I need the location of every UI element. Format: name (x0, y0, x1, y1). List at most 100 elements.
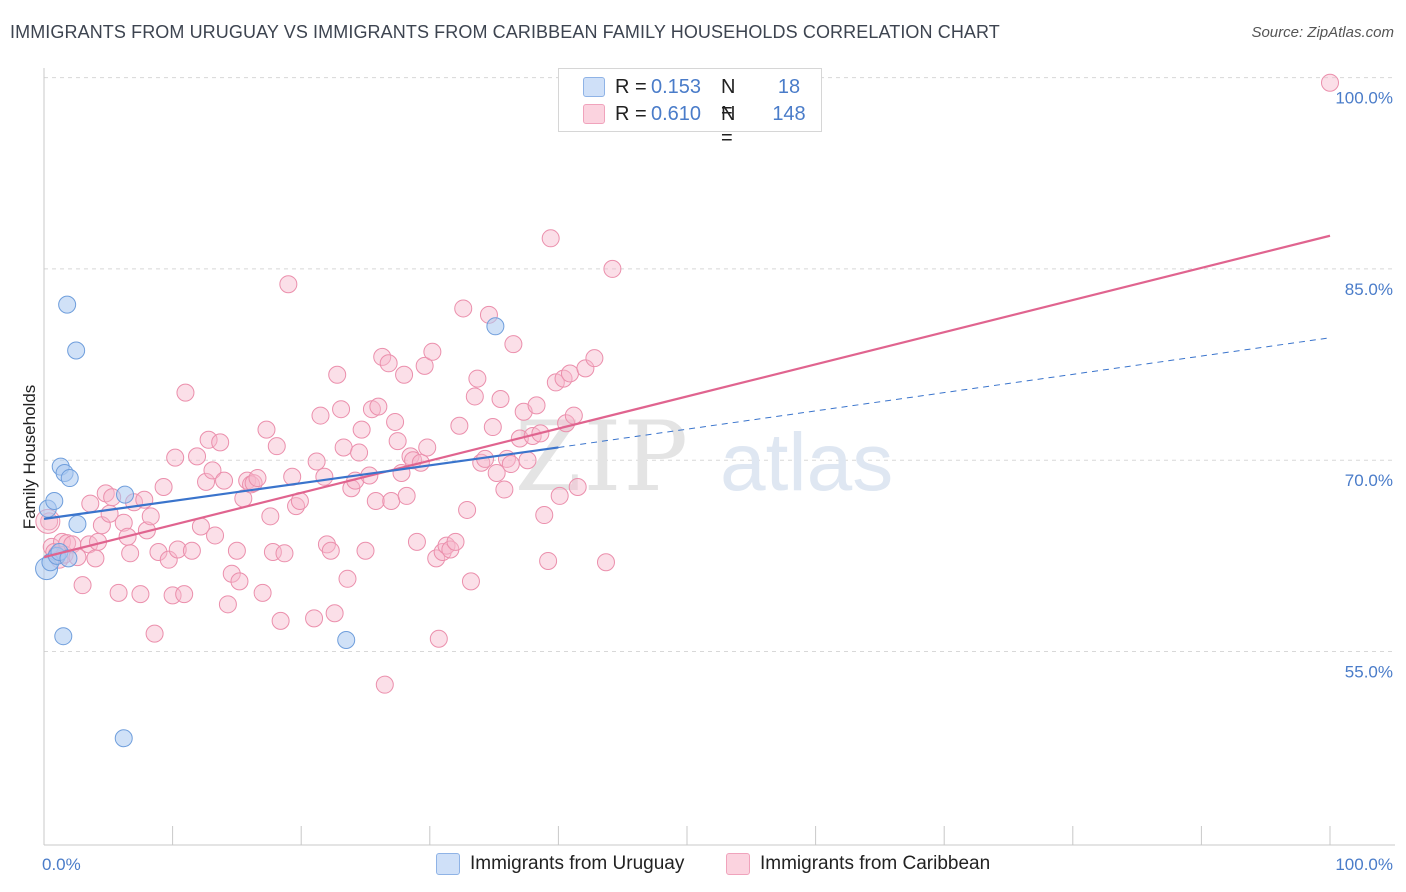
correlation-legend: R = 0.153 N = 18 R = 0.610 N = 148 (558, 68, 822, 149)
caribbean-point-24 (131, 585, 150, 604)
caribbean-point-128 (527, 396, 546, 415)
caribbean-point-41 (199, 430, 218, 449)
trend-lines (43, 234, 1331, 559)
caribbean-point-102 (427, 549, 446, 568)
caribbean-point-45 (215, 471, 234, 490)
caribbean-point-55 (253, 583, 272, 602)
caribbean-point-123 (504, 335, 523, 354)
uruguay-point-3 (45, 492, 64, 511)
caribbean-point-34 (168, 540, 187, 559)
legend-swatch-caribbean (583, 104, 605, 124)
caribbean-point-22 (121, 544, 140, 563)
y-tick-label-2: 85.0% (1345, 280, 1393, 299)
caribbean-point-91 (388, 432, 407, 451)
caribbean-point-10 (73, 576, 92, 595)
caribbean-point-72 (325, 604, 344, 623)
caribbean-point-58 (263, 543, 282, 562)
caribbean-point-109 (454, 299, 473, 318)
uruguay-trend-extension (558, 337, 1331, 448)
caribbean-point-56 (257, 420, 276, 439)
caribbean-point-60 (271, 611, 290, 630)
caribbean-points (35, 73, 1339, 694)
caribbean-point-37 (182, 541, 201, 560)
tick-labels: 55.0% 70.0% 85.0% 100.0% 0.0% 100.0% (42, 89, 1393, 874)
caribbean-point-108 (450, 416, 469, 435)
uruguay-point-13 (68, 514, 87, 533)
caribbean-point-139 (568, 477, 587, 496)
caribbean-point-138 (564, 406, 583, 425)
caribbean-point-67 (307, 452, 326, 471)
caribbean-point-131 (539, 551, 558, 570)
legend-swatch-uruguay (583, 77, 605, 97)
caribbean-point-111 (461, 572, 480, 591)
caribbean-point-142 (596, 553, 615, 572)
uruguay-point-9 (58, 295, 77, 314)
caribbean-point-113 (468, 369, 487, 388)
caribbean-point-118 (487, 463, 506, 482)
caribbean-point-49 (230, 572, 249, 591)
caribbean-point-68 (311, 406, 330, 425)
caribbean-point-36 (176, 383, 195, 402)
caribbean-point-59 (267, 437, 286, 456)
caribbean-point-99 (415, 356, 434, 375)
caribbean-point-62 (279, 275, 298, 294)
caribbean-point-71 (321, 541, 340, 560)
uruguay-point-7 (54, 627, 73, 646)
caribbean-point-38 (188, 447, 207, 466)
caribbean-point-90 (386, 412, 405, 431)
caribbean-point-12 (81, 494, 100, 513)
caribbean-point-30 (154, 477, 173, 496)
y-tick-label-1: 70.0% (1345, 471, 1393, 490)
uruguay-point-16 (337, 631, 356, 650)
caribbean-point-74 (332, 400, 351, 419)
caribbean-point-130 (535, 506, 554, 525)
legend-n-label: N = (721, 103, 736, 149)
caribbean-point-69 (315, 467, 334, 486)
legend-r-value: 0.153 (651, 76, 702, 98)
caribbean-point-edge (1321, 73, 1339, 92)
legend-n-value: 148 (772, 103, 806, 125)
legend-n-label: N = (721, 76, 736, 122)
caribbean-point-54 (248, 469, 267, 488)
caribbean-point-42 (203, 461, 222, 480)
caribbean-point-33 (166, 448, 185, 467)
caribbean-point-46 (218, 595, 237, 614)
caribbean-point-19 (109, 583, 128, 602)
caribbean-point-143 (603, 259, 622, 278)
legend-r-value: 0.610 (651, 103, 702, 125)
source-credit: Source: ZipAtlas.com (1251, 24, 1394, 41)
axes (43, 68, 1395, 846)
x-tick-label-1: 100.0% (1335, 855, 1393, 874)
grid-lines (44, 77, 1395, 652)
legend-n-value: 18 (777, 76, 801, 98)
uruguay-point-17 (486, 317, 505, 336)
uruguay-point-15 (116, 485, 135, 504)
caribbean-point-84 (366, 492, 385, 511)
caribbean-point-81 (356, 541, 375, 560)
series-label-caribbean: Immigrants from Caribbean (760, 853, 991, 874)
uruguay-point-14 (114, 729, 133, 748)
caribbean-point-80 (352, 420, 371, 439)
caribbean-point-29 (149, 543, 168, 562)
legend-r-label: R = (615, 76, 647, 98)
legend-r-label: R = (615, 103, 647, 125)
caribbean-point-40 (197, 472, 216, 491)
caribbean-point-126 (518, 451, 537, 470)
caribbean-point-43 (206, 526, 225, 545)
x-tick-label-0: 0.0% (42, 855, 81, 874)
caribbean-point-110 (458, 500, 477, 519)
caribbean-point-112 (465, 387, 484, 406)
uruguay-points (35, 295, 505, 748)
series-label-uruguay: Immigrants from Uruguay (470, 853, 685, 874)
chart-title: IMMIGRANTS FROM URUGUAY VS IMMIGRANTS FR… (10, 22, 1000, 42)
caribbean-point-141 (585, 349, 604, 368)
caribbean-point-132 (541, 229, 560, 248)
caribbean-point-97 (407, 532, 426, 551)
svg-text:atlas: atlas (720, 417, 893, 508)
caribbean-point-13 (86, 549, 105, 568)
series-swatch-uruguay (436, 853, 460, 875)
caribbean-point-103 (429, 629, 448, 648)
watermark: ZIP atlas (515, 401, 893, 513)
caribbean-point-88 (379, 354, 398, 373)
